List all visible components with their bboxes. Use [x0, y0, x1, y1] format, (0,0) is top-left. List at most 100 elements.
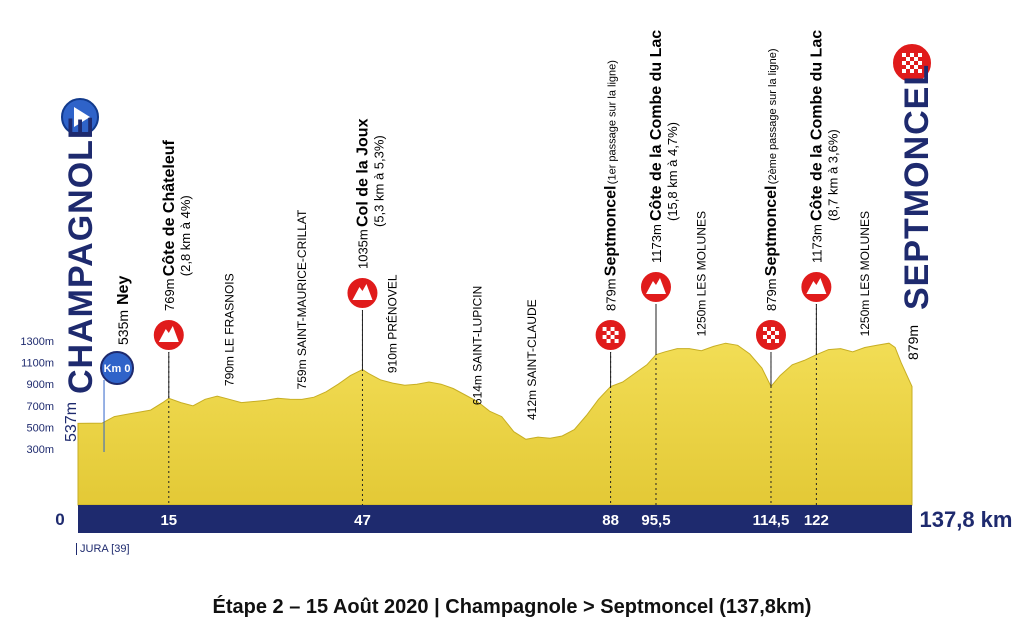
x-tick-label: 47 — [354, 512, 371, 529]
point-detail: (8,7 km à 3,6%) — [825, 129, 840, 221]
y-tick-label: 1300m — [20, 336, 54, 348]
flag-square — [902, 61, 906, 65]
y-tick-label: 500m — [26, 422, 54, 434]
flag-square — [774, 327, 779, 331]
flag-square — [906, 57, 910, 61]
start-altitude: 537m — [63, 402, 80, 442]
x-tick-label: 95,5 — [641, 512, 670, 529]
elevation-chart: 300m 500m 700m 900m 1100m 1300m 0 15 47 88 95,5 114… — [20, 30, 1013, 533]
x-tick-label: 0 — [55, 510, 64, 529]
flag-square — [610, 331, 615, 335]
flag-square — [606, 339, 611, 343]
point-altitude: 879m — [764, 278, 779, 311]
mountain-icon — [645, 278, 666, 294]
flag-square — [902, 53, 906, 57]
stage-caption: Étape 2 – 15 Août 2020 | Champagnole > S… — [212, 596, 812, 618]
flag-square — [770, 327, 775, 331]
x-tick-label: 15 — [160, 512, 177, 529]
flag-square — [918, 57, 922, 61]
flag-square — [762, 339, 767, 343]
place-label: 759m SAINT-MAURICE-CRILLAT — [295, 209, 309, 389]
flag-square — [914, 69, 918, 73]
flag-square — [606, 331, 611, 335]
flag-square — [614, 339, 619, 343]
point-name: Septmoncel — [763, 186, 780, 277]
km0-place: Ney — [115, 276, 132, 305]
place-label: 614m SAINT-LUPICIN — [470, 286, 484, 405]
point-detail: (5,3 km à 5,3%) — [371, 135, 386, 227]
flag-square — [762, 335, 767, 339]
point-name: Septmoncel — [603, 186, 620, 277]
point-altitude: 769m — [162, 278, 177, 311]
flag-square — [602, 331, 607, 335]
mountain-icon — [806, 278, 827, 294]
flag-square — [762, 327, 767, 331]
flag-square — [774, 339, 779, 343]
point-name: Côte de la Combe du Lac — [808, 30, 825, 221]
start-play-arrow — [74, 107, 90, 127]
checkered-flag-icon — [762, 327, 779, 343]
flag-square — [774, 335, 779, 339]
point-name: Côte de Châteleuf — [161, 140, 178, 277]
place-label: 790m LE FRASNOIS — [222, 273, 236, 386]
flag-square — [906, 53, 910, 57]
flag-square — [770, 335, 775, 339]
place-label: 1250m LES MOLUNES — [694, 211, 708, 336]
flag-square — [910, 69, 914, 73]
finish-checkered-icon — [902, 53, 922, 73]
point-detail: (1er passage sur la ligne) — [607, 60, 619, 184]
flag-square — [610, 327, 615, 331]
point-name: Col de la Joux — [354, 118, 371, 227]
flag-square — [770, 339, 775, 343]
point-name: Côte de la Combe du Lac — [648, 30, 665, 221]
km0-badge — [100, 351, 135, 385]
x-tick-label: 88 — [602, 512, 619, 529]
place-label: 412m SAINT-CLAUDE — [525, 299, 539, 420]
finish-town-name: SEPTMONCEL — [898, 64, 936, 310]
flag-square — [766, 327, 771, 331]
flag-square — [918, 69, 922, 73]
x-tick-label: 122 — [804, 512, 829, 529]
flag-square — [910, 53, 914, 57]
y-tick-label: 1100m — [21, 358, 54, 370]
y-tick-label: 900m — [26, 379, 54, 391]
flag-square — [910, 57, 914, 61]
flag-square — [614, 335, 619, 339]
x-tick-label: 114,5 — [753, 512, 790, 529]
total-distance-label: 137,8 km — [920, 507, 1013, 532]
finish-altitude: 879m — [905, 325, 921, 360]
flag-square — [914, 65, 918, 69]
flag-square — [602, 339, 607, 343]
place-label: 910m PRÉNOVEL — [385, 274, 400, 373]
flag-square — [766, 331, 771, 335]
flag-square — [770, 331, 775, 335]
distance-bar — [78, 505, 912, 533]
flag-square — [902, 69, 906, 73]
flag-square — [602, 335, 607, 339]
point-detail: (15,8 km à 4,7%) — [665, 122, 680, 221]
y-tick-label: 300m — [26, 444, 54, 456]
point-detail: (2ème passage sur la ligne) — [767, 48, 779, 184]
flag-square — [914, 61, 918, 65]
flag-square — [906, 65, 910, 69]
flag-square — [910, 65, 914, 69]
flag-square — [762, 331, 767, 335]
flag-square — [906, 69, 910, 73]
flag-square — [906, 61, 910, 65]
flag-square — [614, 331, 619, 335]
mountain-icon — [352, 284, 373, 300]
flag-square — [918, 61, 922, 65]
mountain-icon — [158, 326, 179, 342]
flag-square — [602, 327, 607, 331]
point-altitude: 1173m — [809, 224, 824, 263]
flag-square — [766, 339, 771, 343]
flag-square — [614, 327, 619, 331]
flag-square — [610, 339, 615, 343]
point-altitude: 879m — [604, 278, 619, 311]
flag-square — [902, 57, 906, 61]
flag-square — [606, 335, 611, 339]
flag-square — [766, 335, 771, 339]
flag-square — [918, 53, 922, 57]
region-label: JURA [39] — [76, 543, 130, 555]
